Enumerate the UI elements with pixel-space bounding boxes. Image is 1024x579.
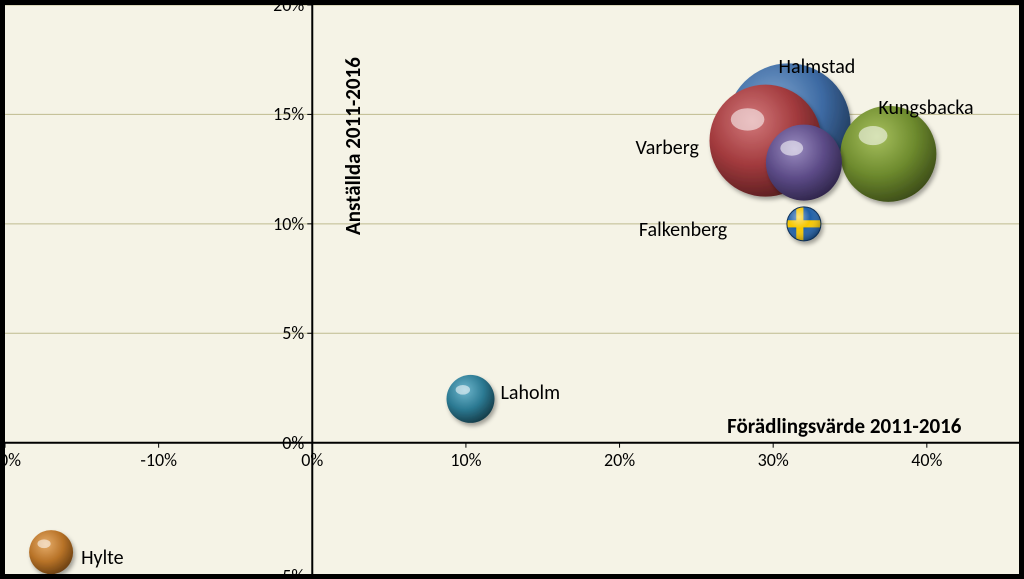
- y-axis-label: Anställda 2011-2016: [340, 57, 366, 235]
- x-tick-0: 0%: [301, 449, 323, 471]
- x-tick-40: 40%: [911, 449, 942, 471]
- x-tick-neg10: -10%: [140, 449, 177, 471]
- x-axis-label: Förädlingsvärde 2011-2016: [727, 413, 961, 439]
- y-tick-0: 0%: [282, 432, 304, 454]
- y-tick-15: 15%: [273, 103, 304, 125]
- label-halmstad: Halmstad: [779, 55, 856, 79]
- label-varberg: Varberg: [636, 136, 699, 160]
- y-tick-5: 5%: [282, 322, 304, 344]
- x-tick-30: 30%: [758, 449, 789, 471]
- bubble-chart: [0, 0, 1024, 579]
- x-tick-neg20: 0%: [0, 449, 21, 471]
- label-falkenberg: Falkenberg: [639, 218, 727, 242]
- label-hylte: Hylte: [81, 546, 124, 570]
- y-tick-20: 20%: [273, 0, 304, 16]
- y-tick-neg5: 5%: [282, 565, 304, 579]
- x-tick-10: 10%: [450, 449, 481, 471]
- chart-frame: Förädlingsvärde 2011-2016 Anställda 2011…: [0, 0, 1024, 579]
- label-laholm: Laholm: [501, 381, 561, 405]
- x-tick-20: 20%: [604, 449, 635, 471]
- label-kungsbacka: Kungsbacka: [878, 96, 973, 120]
- y-tick-10: 10%: [273, 213, 304, 235]
